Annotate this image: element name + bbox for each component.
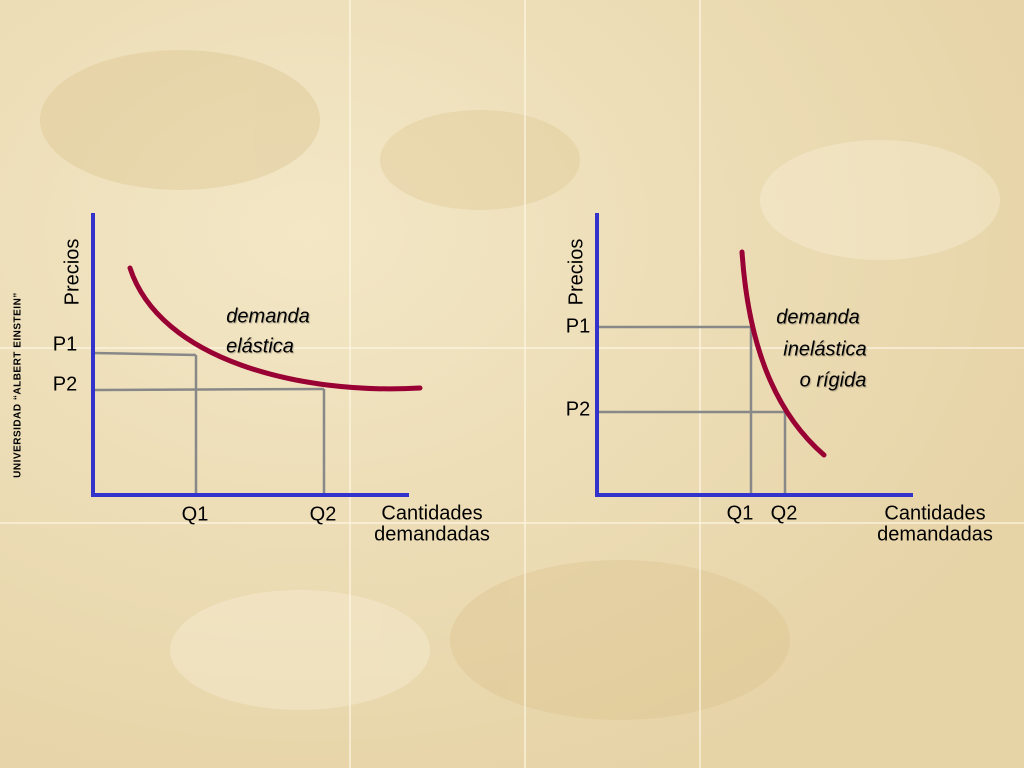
quantity-label: Q1 xyxy=(727,502,754,524)
price-label: P2 xyxy=(53,373,77,395)
side-label: UNIVERSIDAD “ALBERT EINSTEIN” xyxy=(13,292,24,478)
price-label: P1 xyxy=(566,315,590,337)
guide-p1 xyxy=(92,351,197,357)
curve-label: demanda xyxy=(226,305,309,327)
curve-label: inelástica xyxy=(783,338,866,360)
x-axis-label: demandadas xyxy=(374,523,490,545)
quantity-label: Q2 xyxy=(771,502,798,524)
price-label: P1 xyxy=(53,333,77,355)
demand-curve xyxy=(739,249,827,458)
diagram-inelastic: Precios P1 P2 Q1 Q2 Cantidades demandada… xyxy=(565,213,993,545)
guide-p2 xyxy=(92,387,325,392)
quantity-label: Q2 xyxy=(310,503,337,525)
demand-curve xyxy=(127,265,423,392)
quantity-label: Q1 xyxy=(182,503,209,525)
texture xyxy=(40,50,1000,720)
diagram-elastic: Precios P1 P2 Q1 Q2 Cantidades demandada… xyxy=(53,213,490,545)
curve-label: elástica xyxy=(226,335,294,357)
x-axis-label: Cantidades xyxy=(884,502,985,524)
price-label: P2 xyxy=(566,398,590,420)
x-axis-label: Cantidades xyxy=(381,502,482,524)
x-axis-label: demandadas xyxy=(877,523,993,545)
y-axis-label: Precios xyxy=(565,239,587,306)
curve-label: o rígida xyxy=(800,369,867,391)
curve-label: demanda xyxy=(776,306,859,328)
y-axis-label: Precios xyxy=(61,239,83,306)
